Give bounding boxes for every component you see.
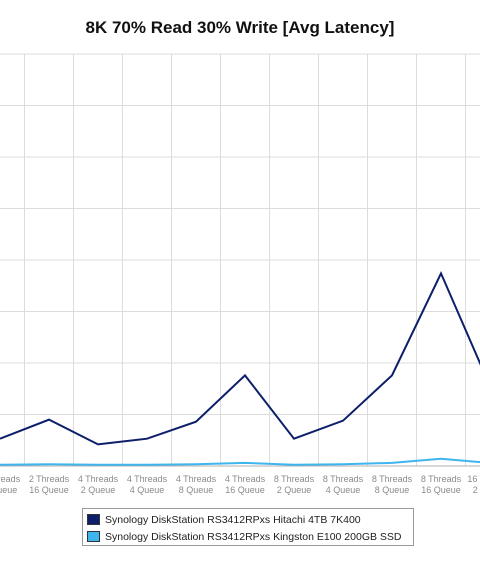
series-line-2 bbox=[0, 457, 480, 466]
legend-label: Synology DiskStation RS3412RPxs Hitachi … bbox=[105, 513, 361, 526]
chart-title: 8K 70% Read 30% Write [Avg Latency] bbox=[85, 18, 395, 37]
x-tick-label: 8 Threads 2 Queue bbox=[274, 474, 315, 495]
x-tick-label: 8 Threads 16 Queue bbox=[421, 474, 462, 495]
x-tick-label: 4 Threads 8 Queue bbox=[176, 474, 217, 495]
x-tick-label: 2 Threads 16 Queue bbox=[29, 474, 70, 495]
legend-swatch bbox=[87, 514, 100, 525]
x-tick-label: 4 Threads 16 Queue bbox=[225, 474, 266, 495]
legend-item: Synology DiskStation RS3412RPxs Hitachi … bbox=[87, 511, 409, 528]
legend-item: Synology DiskStation RS3412RPxs Kingston… bbox=[87, 528, 409, 545]
series-line-1 bbox=[0, 270, 480, 446]
x-tick-label: 8 Threads 4 Queue bbox=[323, 474, 364, 495]
legend-label: Synology DiskStation RS3412RPxs Kingston… bbox=[105, 530, 402, 543]
x-tick-label: 8 Threads 8 Queue bbox=[372, 474, 413, 495]
grid-lines bbox=[0, 53, 480, 467]
legend-swatch bbox=[87, 531, 100, 542]
x-tick-label: 4 Threads 2 Queue bbox=[78, 474, 119, 495]
legend: Synology DiskStation RS3412RPxs Hitachi … bbox=[82, 508, 414, 546]
x-tick-label: 4 Threads 4 Queue bbox=[127, 474, 168, 495]
series-lines bbox=[0, 270, 480, 466]
